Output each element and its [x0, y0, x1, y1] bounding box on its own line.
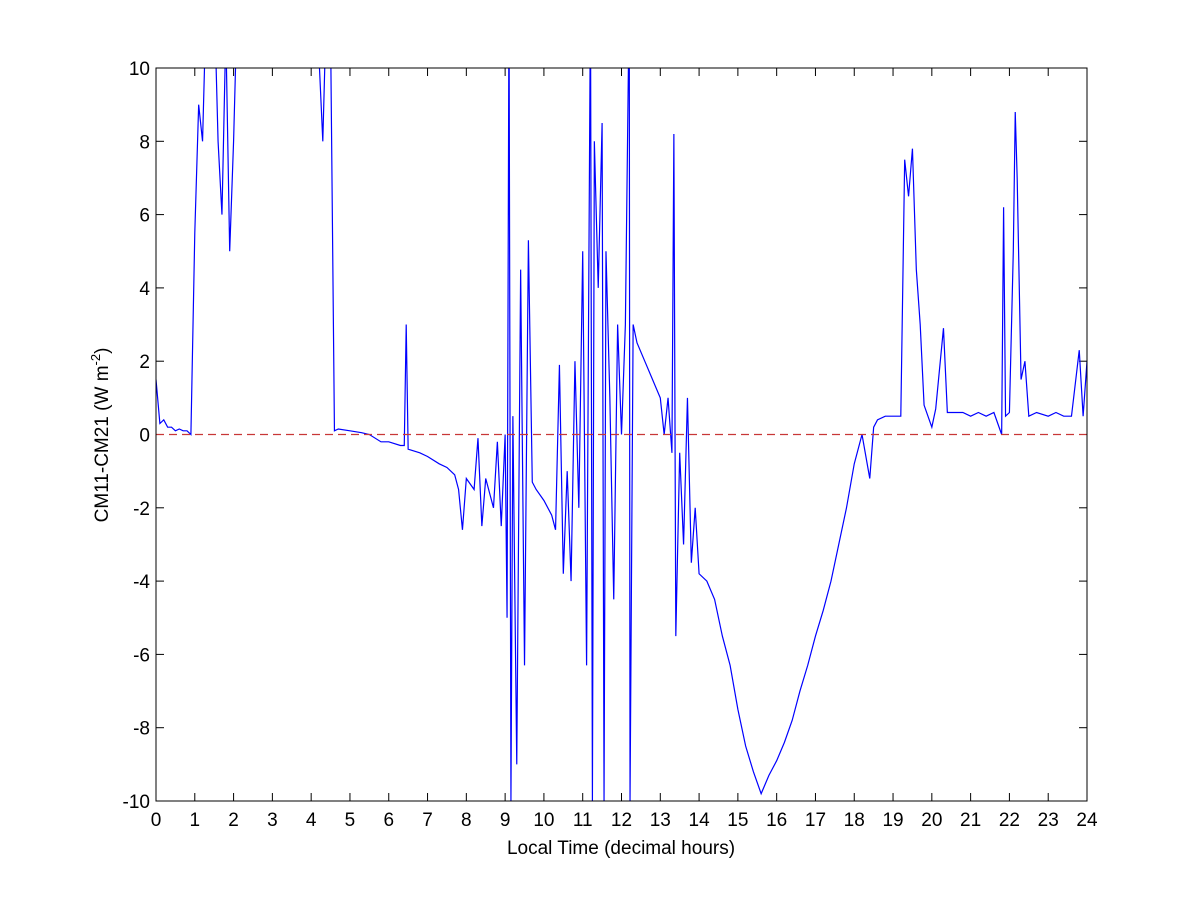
- plot-frame: [155, 67, 1088, 802]
- x-tick-label: 1: [190, 810, 201, 831]
- y-tick-label: 2: [139, 352, 150, 373]
- y-axis-label-superscript: -2: [88, 354, 103, 366]
- x-tick-label: 15: [727, 810, 748, 831]
- y-axis-label: CM11-CM21 (W m-2): [88, 348, 113, 523]
- data-line: [156, 68, 1087, 801]
- y-tick-label: -8: [133, 719, 150, 740]
- y-tick-label: 4: [139, 279, 150, 300]
- x-tick-label: 4: [306, 810, 317, 831]
- y-axis-label-suffix: ): [92, 348, 113, 354]
- y-tick-label: 6: [139, 206, 150, 227]
- x-axis-label: Local Time (decimal hours): [507, 838, 735, 859]
- y-tick-label: -10: [123, 792, 150, 813]
- x-tick-label: 3: [267, 810, 278, 831]
- y-tick-label: -4: [133, 572, 150, 593]
- x-tick-label: 14: [689, 810, 711, 831]
- x-tick-label: 17: [805, 810, 826, 831]
- y-tick-label: -6: [133, 645, 150, 666]
- x-tick-label: 13: [650, 810, 671, 831]
- y-tick-label: -2: [133, 499, 150, 520]
- x-tick-label: 19: [882, 810, 903, 831]
- y-axis-label-text: CM11-CM21 (W m: [92, 365, 113, 522]
- x-tick-label: 16: [766, 810, 787, 831]
- y-tick-label: 8: [139, 132, 150, 153]
- x-tick-label: 8: [461, 810, 472, 831]
- x-tick-label: 0: [151, 810, 162, 831]
- y-tick-label: 10: [129, 59, 150, 80]
- x-tick-label: 21: [960, 810, 981, 831]
- y-tick-label: 0: [139, 426, 150, 447]
- x-tick-label: 24: [1076, 810, 1098, 831]
- x-tick-label: 2: [228, 810, 239, 831]
- x-tick-label: 7: [422, 810, 433, 831]
- x-tick-label: 9: [500, 810, 511, 831]
- x-tick-label: 20: [921, 810, 942, 831]
- x-tick-label: 12: [611, 810, 632, 831]
- x-tick-label: 23: [1038, 810, 1059, 831]
- x-tick-label: 5: [345, 810, 356, 831]
- x-tick-label: 11: [573, 810, 593, 831]
- x-tick-label: 22: [999, 810, 1020, 831]
- x-tick-label: 18: [844, 810, 865, 831]
- x-tick-label: 10: [533, 810, 554, 831]
- x-tick-label: 6: [383, 810, 394, 831]
